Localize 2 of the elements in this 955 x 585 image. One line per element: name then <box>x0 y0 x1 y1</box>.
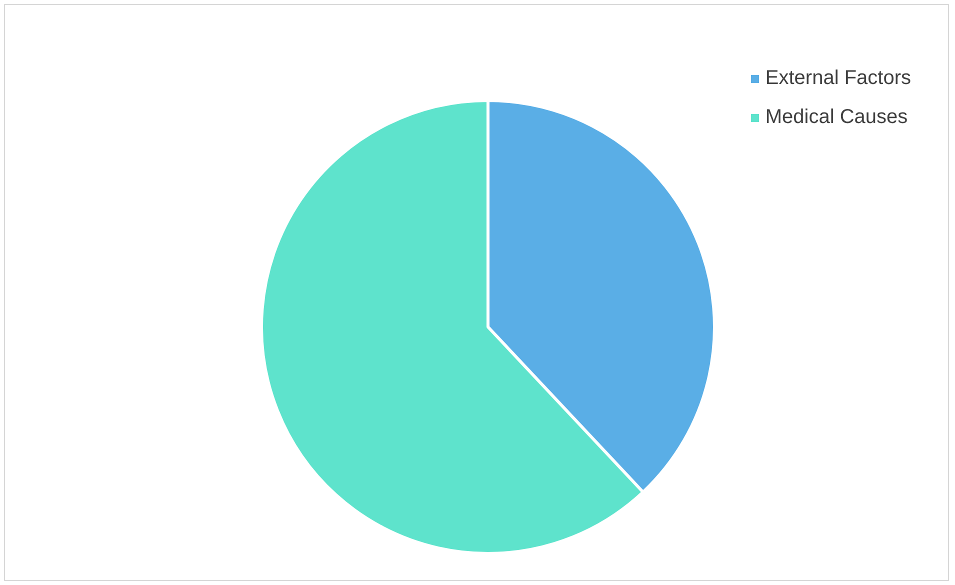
legend-label: External Factors <box>765 67 911 90</box>
legend-label: Medical Causes <box>765 106 908 129</box>
